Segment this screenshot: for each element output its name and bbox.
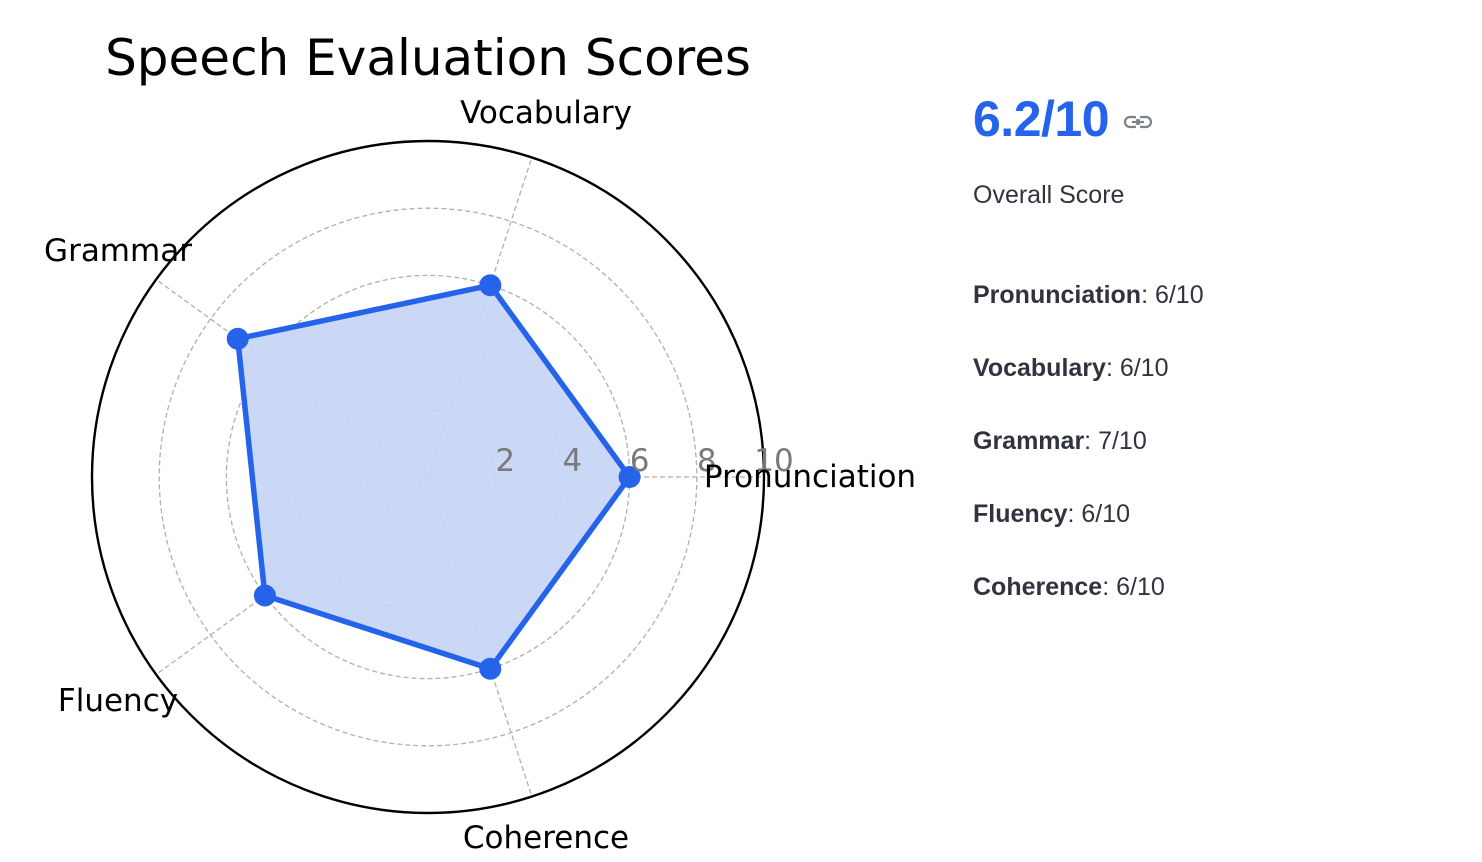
metric-item-coherence: Coherence: 6/10 bbox=[973, 572, 1453, 645]
metric-item-grammar: Grammar: 7/10 bbox=[973, 426, 1453, 499]
radial-tick-label: 8 bbox=[697, 443, 717, 479]
radar-chart: Speech Evaluation Scores 2 4 6 8 10Pronuncia… bbox=[44, 29, 916, 856]
category-label: Vocabulary bbox=[460, 95, 632, 131]
category-label: Coherence bbox=[463, 820, 629, 856]
metric-item-fluency: Fluency: 6/10 bbox=[973, 499, 1453, 572]
category-label: Pronunciation bbox=[704, 459, 916, 495]
link-icon[interactable] bbox=[1123, 112, 1153, 132]
metric-name: Pronunciation bbox=[973, 281, 1142, 309]
data-point bbox=[618, 466, 641, 488]
outer-frame bbox=[90, 139, 766, 815]
metric-value: : 6/10 bbox=[1141, 281, 1204, 309]
metric-name: Coherence bbox=[973, 573, 1103, 601]
category-label: Fluency bbox=[58, 683, 178, 719]
data-point bbox=[226, 327, 249, 350]
radial-tick-label: 6 bbox=[630, 443, 650, 479]
metric-item-vocabulary: Vocabulary: 6/10 bbox=[973, 353, 1453, 426]
metric-name: Fluency bbox=[973, 500, 1068, 528]
radial-tick-label: 2 bbox=[495, 443, 515, 479]
metric-value: : 6/10 bbox=[1067, 500, 1131, 528]
metric-item-pronunciation: Pronunciation: 6/10 bbox=[973, 280, 1453, 353]
data-point bbox=[479, 274, 502, 297]
score-summary-panel: 6.2/10 Overall Score Pronunciation: 6/10… bbox=[973, 88, 1453, 645]
overall-score-row: 6.2/10 bbox=[973, 88, 1453, 150]
metric-list: Pronunciation: 6/10 Vocabulary: 6/10 Gra… bbox=[973, 280, 1453, 645]
metric-value: : 6/10 bbox=[1105, 354, 1169, 382]
chart-title: Speech Evaluation Scores bbox=[105, 29, 751, 87]
metric-name: Grammar bbox=[973, 427, 1085, 455]
metric-value: : 7/10 bbox=[1084, 427, 1147, 455]
series-area bbox=[234, 282, 633, 672]
data-point bbox=[479, 657, 502, 680]
category-label: Grammar bbox=[44, 233, 192, 269]
overall-score-label: Overall Score bbox=[973, 181, 1125, 209]
radial-tick-label: 10 bbox=[754, 443, 793, 479]
overall-score-value: 6.2/10 bbox=[973, 91, 1110, 147]
metric-name: Vocabulary bbox=[973, 354, 1106, 382]
radial-tick-label: 4 bbox=[563, 443, 583, 479]
metric-value: : 6/10 bbox=[1102, 573, 1165, 601]
data-point bbox=[253, 584, 276, 607]
